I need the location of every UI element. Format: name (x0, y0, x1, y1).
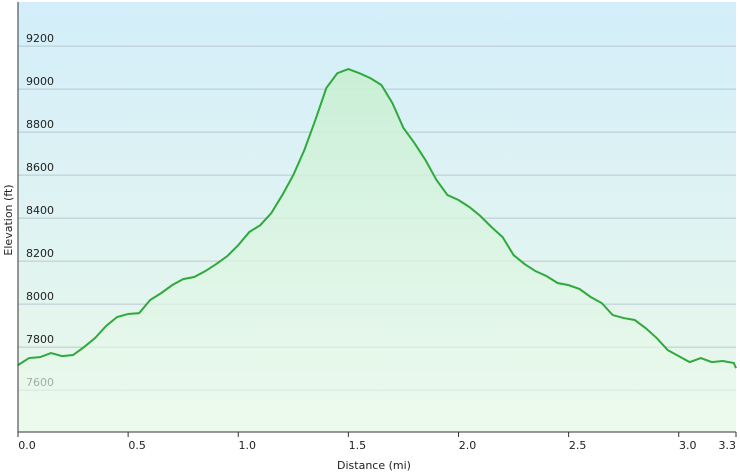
y-tick-label: 9200 (26, 32, 54, 45)
x-axis-title: Distance (mi) (337, 459, 411, 472)
line (17, 68, 737, 369)
y-tick-label: 8400 (26, 204, 54, 217)
y-tick-label: 8000 (26, 290, 54, 303)
x-tick-label: 3.3 (719, 439, 737, 452)
x-tick-label: 1.0 (238, 439, 256, 452)
x-tick-label: 2.0 (459, 439, 477, 452)
y-tick-label: 8200 (26, 247, 54, 260)
y-tick-label: 8800 (26, 118, 54, 131)
y-tick-label: 9000 (26, 75, 54, 88)
y-tick-label: 7800 (26, 333, 54, 346)
y-axis-title: Elevation (ft) (2, 184, 15, 255)
x-tick-label: 3.0 (679, 439, 697, 452)
x-tick-label: 0.5 (128, 439, 146, 452)
x-tick-label: 1.5 (349, 439, 367, 452)
area (18, 69, 736, 432)
x-tick-label: 0.0 (18, 439, 36, 452)
y-tick-label: 8600 (26, 161, 54, 174)
x-tick-label: 2.5 (569, 439, 587, 452)
